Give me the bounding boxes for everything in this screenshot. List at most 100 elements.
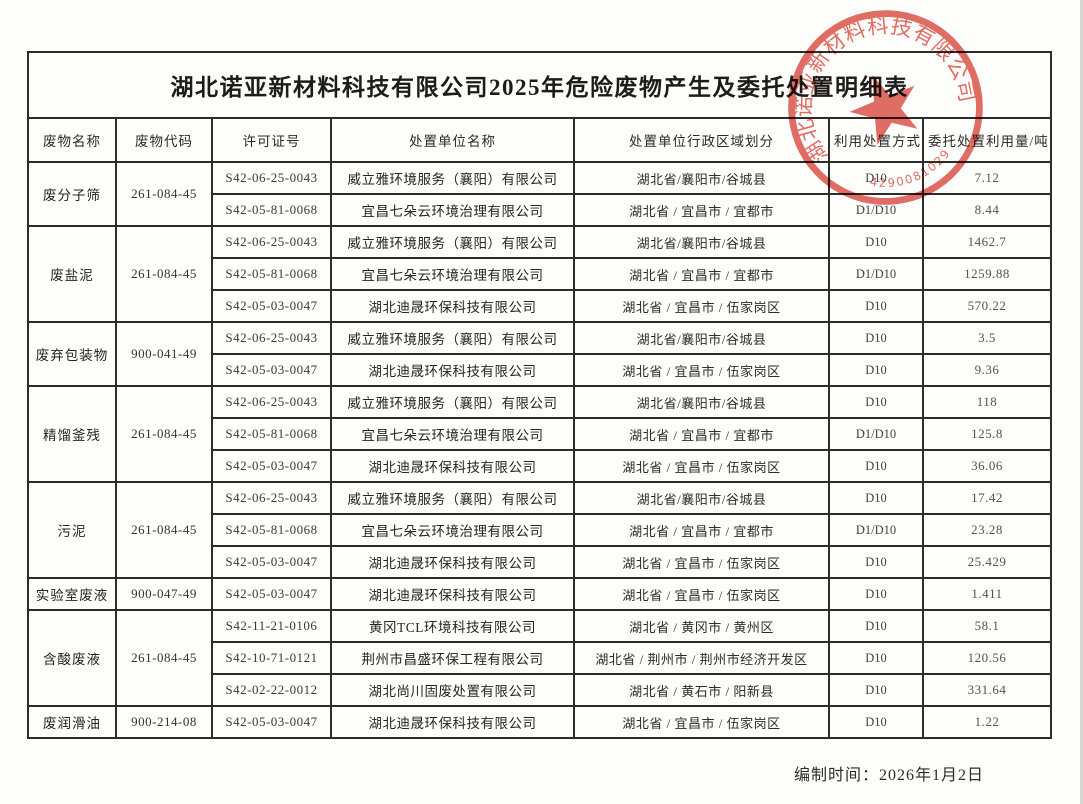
method-cell: D10 [828,577,924,611]
license-cell: S42-10-71-0121 [211,641,332,675]
license-cell: S42-06-25-0043 [211,161,332,195]
table-row: S42-05-81-0068 宜昌七朵云环境治理有限公司 湖北省 / 宜昌市 /… [28,193,1053,227]
column-header-waste-name: 废物名称 [27,117,117,163]
compile-date: 编制时间：2026年1月2日 [793,767,984,784]
license-cell: S42-05-81-0068 [211,257,332,291]
unit-cell: 黄冈TCL环境科技有限公司 [330,609,575,643]
waste-name-cell: 废盐泥 [27,225,117,323]
region-cell: 湖北省 / 宜昌市 / 宜都市 [573,513,830,547]
waste-name-cell: 精馏釜残 [27,385,117,483]
table-row: 实验室废液 900-047-49 S42-05-03-0047 湖北迪晟环保科技… [27,577,1053,611]
license-cell: S42-05-81-0068 [211,193,332,227]
column-header-region: 处置单位行政区域划分 [573,117,830,163]
title-row: 湖北诺亚新材料科技有限公司2025年危险废物产生及委托处置明细表 [26,51,1053,119]
license-cell: S42-06-25-0043 [211,481,332,515]
waste-code-cell: 261-084-45 [115,385,213,483]
table-row: S42-02-22-0012 湖北尚川固废处置有限公司 湖北省 / 黄石市 / … [28,673,1053,707]
region-cell: 湖北省/襄阳市/谷城县 [573,225,830,259]
unit-cell: 威立雅环境服务（襄阳）有限公司 [330,161,575,195]
amount-cell: 125.8 [921,417,1053,451]
waste-code-cell: 900-047-49 [115,577,213,611]
column-header-unit: 处置单位名称 [330,117,575,163]
waste-code-cell: 261-084-45 [115,225,213,323]
license-cell: S42-05-03-0047 [211,705,332,739]
region-cell: 湖北省 / 黄石市 / 阳新县 [573,673,830,707]
license-cell: S42-05-03-0047 [211,289,332,323]
license-cell: S42-05-03-0047 [211,449,332,483]
table-row: S42-10-71-0121 荆州市昌盛环保工程有限公司 湖北省 / 荆州市 /… [28,641,1053,675]
waste-code-cell: 900-214-08 [115,705,213,739]
license-cell: S42-05-81-0068 [211,417,332,451]
table-row: 精馏釜残 261-084-45 S42-06-25-0043 威立雅环境服务（襄… [27,385,1053,483]
unit-cell: 宜昌七朵云环境治理有限公司 [330,417,575,451]
region-cell: 湖北省 / 宜昌市 / 伍家岗区 [573,449,830,483]
amount-cell: 8.44 [921,193,1053,227]
table-row: S42-05-03-0047 湖北迪晟环保科技有限公司 湖北省 / 宜昌市 / … [28,449,1053,483]
page-title: 湖北诺亚新材料科技有限公司2025年危险废物产生及委托处置明细表 [26,51,1053,119]
method-cell: D1/D10 [828,193,924,227]
region-cell: 湖北省/襄阳市/谷城县 [573,385,830,419]
method-cell: D10 [828,673,924,707]
amount-cell: 118 [921,385,1053,419]
table-row: 废弃包装物 900-041-49 S42-06-25-0043 威立雅环境服务（… [27,321,1053,387]
unit-cell: 荆州市昌盛环保工程有限公司 [330,641,575,675]
method-cell: D10 [828,321,924,355]
waste-name-cell: 废弃包装物 [27,321,117,387]
unit-cell: 湖北迪晟环保科技有限公司 [330,577,575,611]
method-cell: D10 [828,449,924,483]
region-cell: 湖北省 / 宜昌市 / 宜都市 [573,257,830,291]
amount-cell: 25.429 [921,545,1053,579]
amount-cell: 1.411 [921,577,1053,611]
amount-cell: 1259.88 [921,257,1053,291]
waste-name-cell: 实验室废液 [27,577,117,611]
unit-cell: 宜昌七朵云环境治理有限公司 [330,257,575,291]
method-cell: D10 [828,225,924,259]
unit-cell: 湖北迪晟环保科技有限公司 [330,353,575,387]
column-header-waste-code: 废物代码 [115,117,213,163]
amount-cell: 1.22 [921,705,1053,739]
license-cell: S42-06-25-0043 [211,321,332,355]
unit-cell: 湖北迪晟环保科技有限公司 [330,545,575,579]
method-cell: D10 [828,705,924,739]
table-row: S42-05-81-0068 宜昌七朵云环境治理有限公司 湖北省 / 宜昌市 /… [28,257,1053,291]
waste-name-cell: 含酸废液 [27,609,117,707]
amount-cell: 1462.7 [921,225,1053,259]
table-row: S42-05-03-0047 湖北迪晟环保科技有限公司 湖北省 / 宜昌市 / … [28,545,1053,579]
unit-cell: 宜昌七朵云环境治理有限公司 [330,513,575,547]
region-cell: 湖北省/襄阳市/谷城县 [573,481,830,515]
waste-code-cell: 261-084-45 [115,161,213,227]
region-cell: 湖北省 / 荆州市 / 荆州市经济开发区 [573,641,830,675]
waste-name-cell: 废润滑油 [27,705,117,739]
method-cell: D10 [828,481,924,515]
amount-cell: 7.12 [921,161,1053,195]
waste-name-cell: 污泥 [27,481,117,579]
table-row: 含酸废液 261-084-45 S42-11-21-0106 黄冈TCL环境科技… [27,609,1053,707]
header-row: 废物名称 废物代码 许可证号 处置单位名称 处置单位行政区域划分 利用处置方式 … [27,117,1053,163]
method-cell: D10 [828,161,924,195]
column-header-amount: 委托处置利用量/吨 [921,117,1053,163]
license-cell: S42-02-22-0012 [211,673,332,707]
region-cell: 湖北省/襄阳市/谷城县 [573,161,830,195]
region-cell: 湖北省 / 宜昌市 / 宜都市 [573,193,830,227]
method-cell: D10 [828,609,924,643]
method-cell: D10 [828,353,924,387]
region-cell: 湖北省 / 宜昌市 / 伍家岗区 [573,353,830,387]
unit-cell: 宜昌七朵云环境治理有限公司 [330,193,575,227]
table-row: S42-05-03-0047 湖北迪晟环保科技有限公司 湖北省 / 宜昌市 / … [28,353,1053,387]
waste-name-cell: 废分子筛 [27,161,117,227]
column-header-license: 许可证号 [211,117,332,163]
table-row: 废分子筛 261-084-45 S42-06-25-0043 威立雅环境服务（襄… [27,161,1053,227]
scan-edge-artifact [1080,0,1083,804]
region-cell: 湖北省 / 宜昌市 / 伍家岗区 [573,577,830,611]
license-cell: S42-11-21-0106 [211,609,332,643]
unit-cell: 湖北迪晟环保科技有限公司 [330,705,575,739]
method-cell: D1/D10 [828,513,924,547]
region-cell: 湖北省 / 宜昌市 / 宜都市 [573,417,830,451]
region-cell: 湖北省 / 宜昌市 / 伍家岗区 [573,545,830,579]
waste-table: 湖北诺亚新材料科技有限公司2025年危险废物产生及委托处置明细表 废物名称 废物… [26,51,1053,739]
unit-cell: 威立雅环境服务（襄阳）有限公司 [330,321,575,355]
amount-cell: 570.22 [921,289,1053,323]
method-cell: D10 [828,289,924,323]
amount-cell: 9.36 [921,353,1053,387]
